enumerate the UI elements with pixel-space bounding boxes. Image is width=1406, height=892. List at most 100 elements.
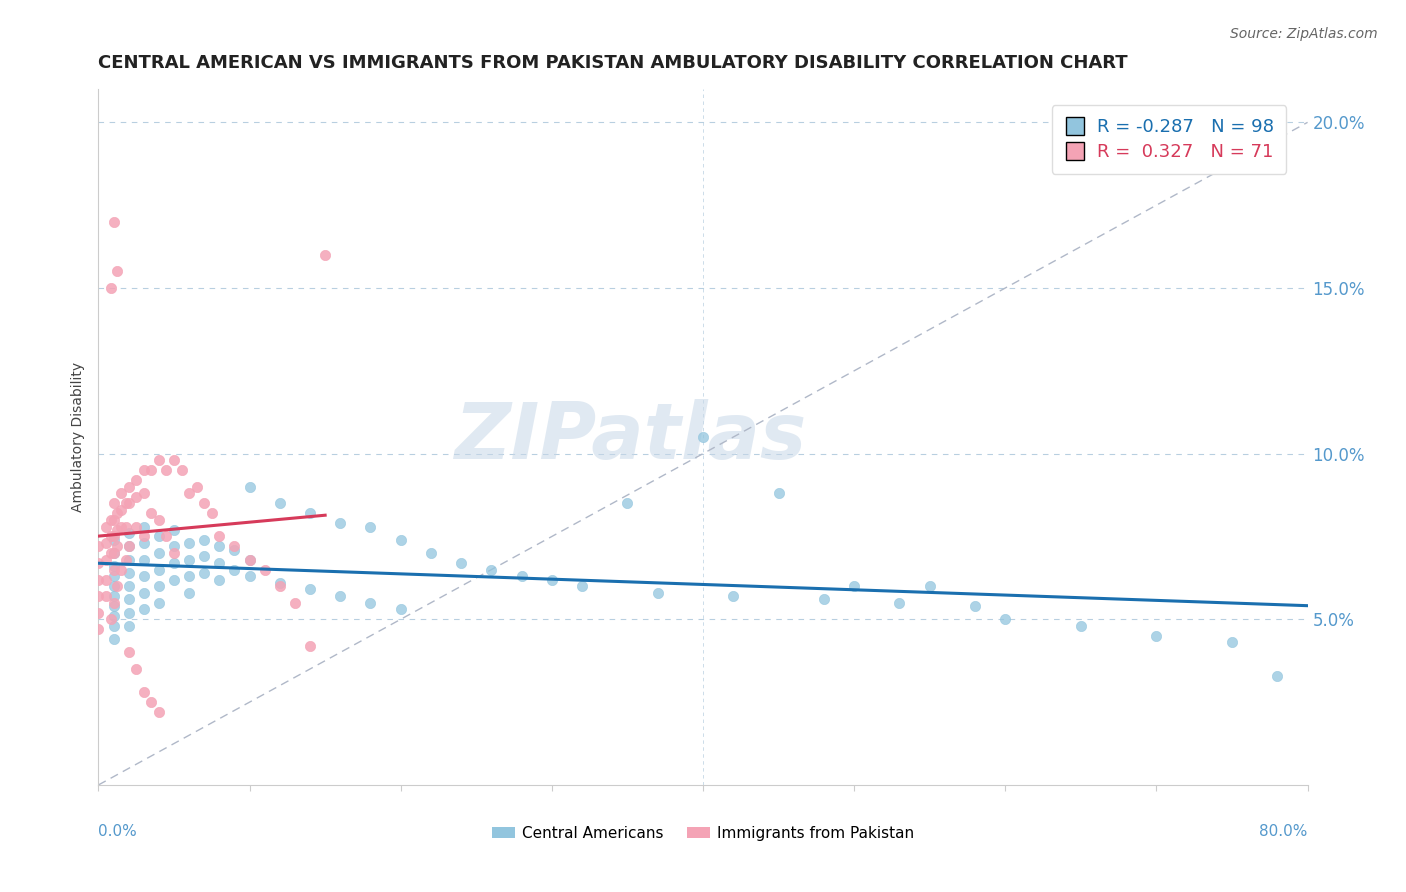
Point [768, 486, 790, 500]
Point [269, 579, 291, 593]
Point [100, 612, 122, 626]
Point [450, 556, 472, 570]
Point [193, 496, 215, 510]
Point [132, 569, 155, 583]
Point [1220, 635, 1243, 649]
Point [103, 513, 125, 527]
Point [110, 486, 132, 500]
Point [179, 569, 201, 583]
Point [94, 552, 117, 566]
Point [103, 579, 125, 593]
Point [94, 589, 117, 603]
Point [179, 586, 201, 600]
Point [118, 645, 141, 659]
Point [132, 463, 155, 477]
Point [87, 540, 110, 554]
Point [87, 589, 110, 603]
Point [186, 480, 208, 494]
Point [103, 533, 125, 547]
Point [103, 569, 125, 583]
Point [132, 685, 155, 699]
Point [132, 552, 155, 566]
Point [1144, 629, 1167, 643]
Point [118, 540, 141, 554]
Point [299, 639, 322, 653]
Text: 0.0%: 0.0% [98, 824, 138, 838]
Point [389, 533, 412, 547]
Point [118, 480, 141, 494]
Point [114, 552, 136, 566]
Point [125, 662, 148, 676]
Point [118, 540, 141, 554]
Point [105, 540, 128, 554]
Point [224, 542, 246, 557]
Point [1267, 668, 1289, 682]
Point [87, 606, 110, 620]
Point [103, 546, 125, 560]
Point [616, 496, 638, 510]
Point [239, 569, 262, 583]
Point [110, 519, 132, 533]
Point [132, 586, 155, 600]
Point [103, 596, 125, 610]
Point [314, 248, 336, 262]
Point [100, 513, 122, 527]
Point [103, 619, 125, 633]
Point [224, 540, 246, 554]
Point [105, 579, 128, 593]
Point [103, 529, 125, 543]
Point [100, 546, 122, 560]
Point [360, 596, 382, 610]
Point [118, 496, 141, 510]
Point [723, 589, 745, 603]
Point [269, 496, 291, 510]
Point [179, 486, 201, 500]
Point [148, 579, 170, 593]
Point [239, 480, 262, 494]
Point [141, 695, 163, 709]
Point [163, 540, 186, 554]
Point [163, 573, 186, 587]
Point [94, 519, 117, 533]
Point [239, 552, 262, 566]
Point [105, 506, 128, 520]
Point [141, 463, 163, 477]
Point [155, 529, 177, 543]
Point [103, 546, 125, 560]
Point [114, 519, 136, 533]
Point [155, 463, 177, 477]
Point [208, 573, 231, 587]
Point [110, 503, 132, 517]
Point [87, 622, 110, 636]
Point [118, 552, 141, 566]
Point [571, 579, 593, 593]
Point [148, 596, 170, 610]
Point [1070, 619, 1092, 633]
Point [103, 563, 125, 577]
Point [105, 264, 128, 278]
Point [125, 473, 148, 487]
Point [163, 453, 186, 467]
Point [193, 533, 215, 547]
Point [540, 573, 562, 587]
Point [132, 602, 155, 616]
Point [889, 596, 911, 610]
Point [208, 556, 231, 570]
Point [224, 563, 246, 577]
Point [148, 453, 170, 467]
Point [118, 606, 141, 620]
Point [100, 281, 122, 295]
Point [193, 566, 215, 580]
Point [193, 549, 215, 564]
Point [94, 573, 117, 587]
Point [253, 563, 276, 577]
Point [132, 486, 155, 500]
Point [103, 559, 125, 574]
Point [163, 523, 186, 537]
Point [329, 516, 352, 531]
Point [201, 506, 224, 520]
Point [163, 556, 186, 570]
Point [239, 552, 262, 566]
Point [118, 579, 141, 593]
Point [994, 612, 1017, 626]
